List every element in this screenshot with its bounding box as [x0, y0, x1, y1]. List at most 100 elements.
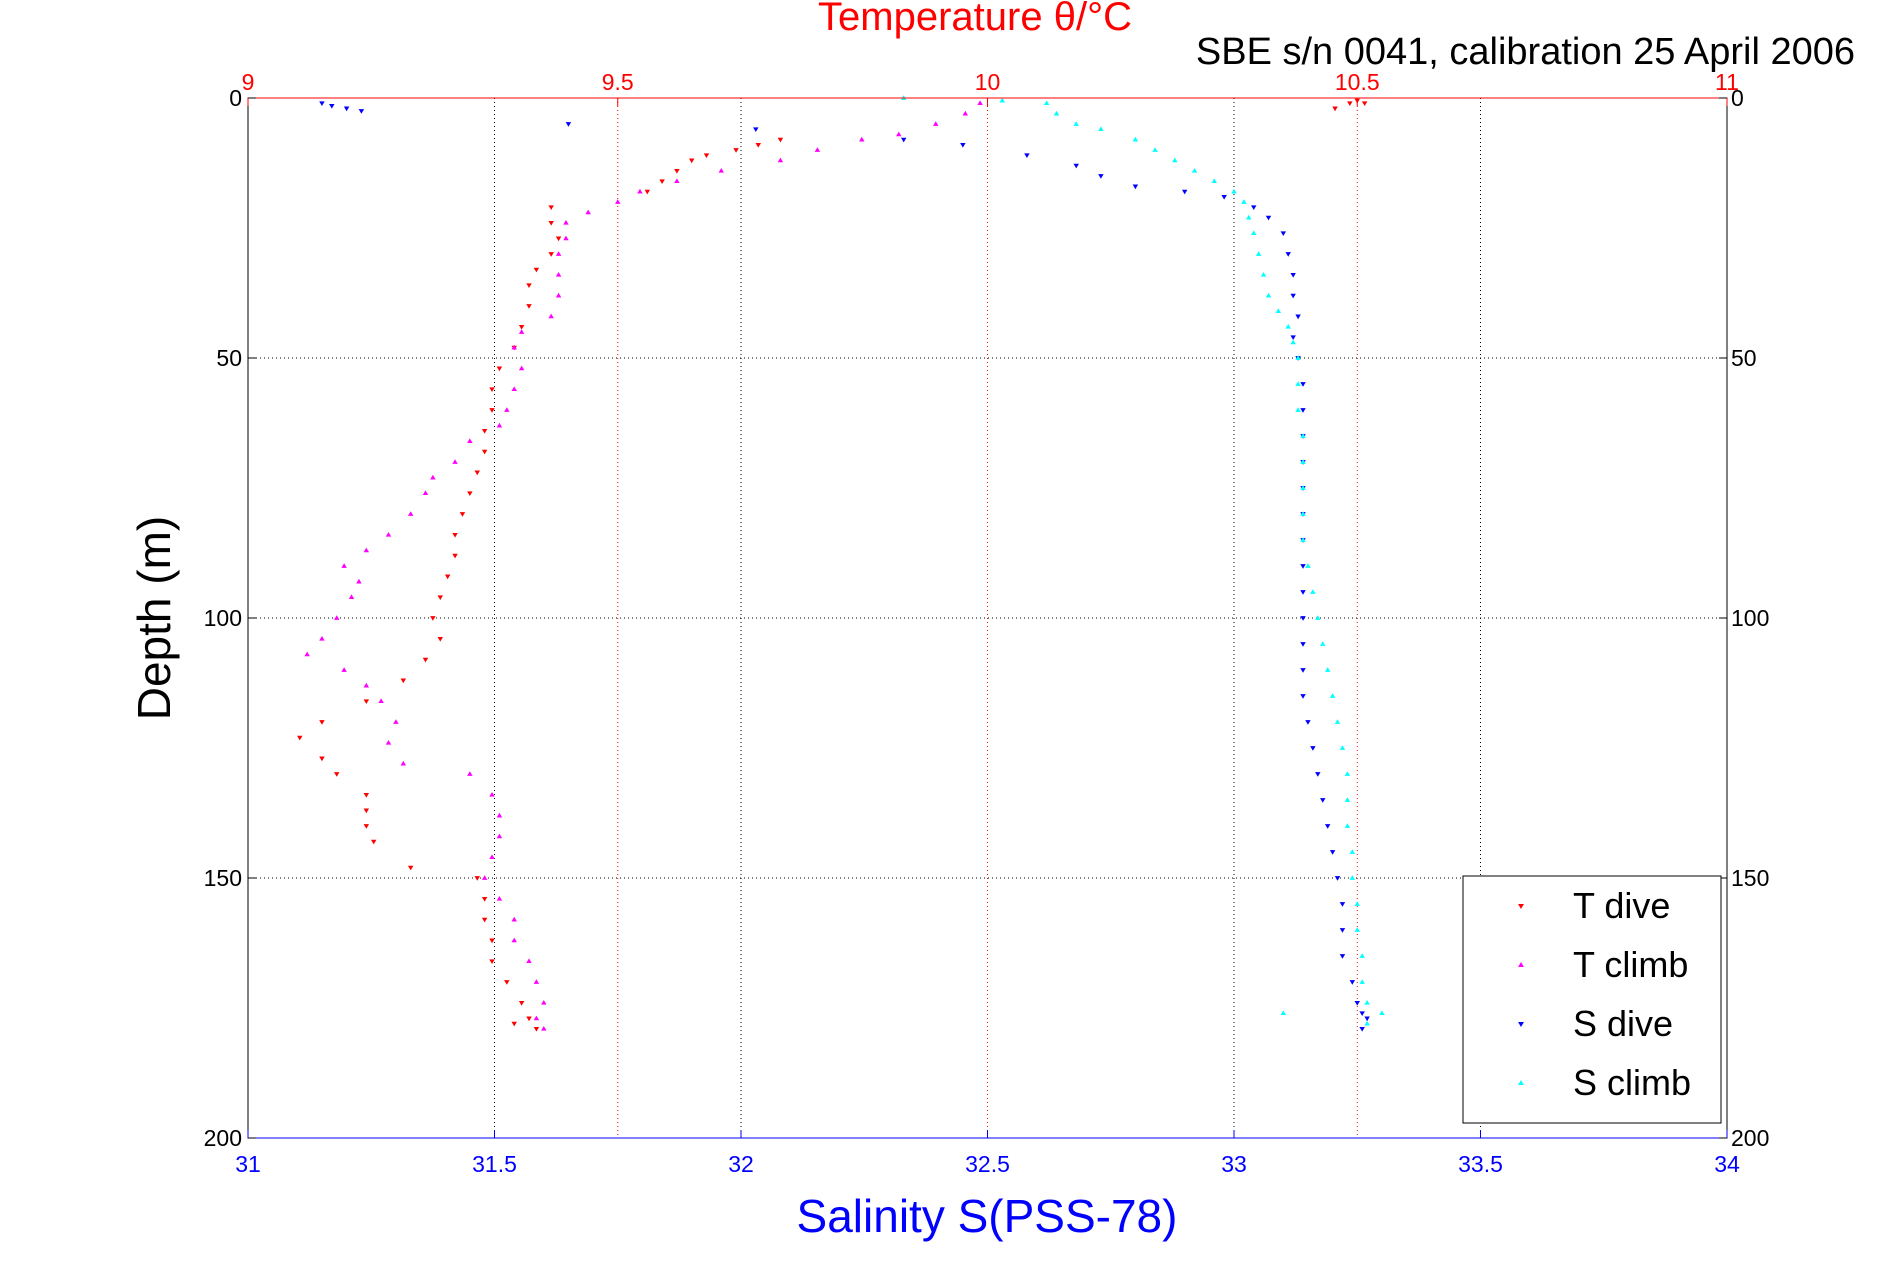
data-point-s-dive [1221, 194, 1227, 200]
data-point-s-climb [1334, 719, 1341, 724]
data-point-s-dive [1250, 205, 1257, 210]
y-axis-label: Depth (m) [128, 516, 180, 720]
data-point-t-climb [518, 329, 525, 334]
y-tick-label: 150 [204, 865, 242, 891]
data-point-t-dive [526, 283, 532, 288]
y-tick-label-right: 200 [1731, 1125, 1769, 1151]
data-point-t-dive [703, 153, 710, 158]
data-layer [297, 95, 1385, 1032]
x-bottom-tick-label: 34 [1714, 1151, 1740, 1177]
data-point-t-dive [533, 267, 540, 273]
data-point-t-dive [526, 304, 532, 309]
data-point-s-dive [1359, 1026, 1365, 1032]
data-point-t-dive [526, 1016, 532, 1022]
data-point-s-dive [1339, 902, 1346, 907]
data-point-t-dive [407, 865, 414, 871]
data-point-s-climb [1211, 178, 1218, 184]
data-point-t-climb [518, 365, 525, 371]
data-point-t-climb [496, 422, 503, 428]
data-point-s-dive [329, 103, 335, 109]
data-point-s-dive [1349, 980, 1356, 985]
data-point-s-dive [565, 122, 572, 127]
y-tick-label: 0 [229, 85, 242, 111]
data-point-t-climb [718, 168, 725, 173]
legend-box [1462, 875, 1722, 1124]
data-point-s-dive [1295, 314, 1301, 320]
data-point-t-dive [363, 808, 370, 814]
x-top-tick-label: 9 [242, 69, 255, 95]
data-point-s-climb [1310, 589, 1316, 594]
data-point-s-climb [1246, 214, 1252, 220]
data-point-t-dive [777, 137, 784, 143]
data-point-s-dive [1334, 876, 1341, 881]
data-point-s-dive [753, 127, 759, 132]
data-point-t-climb [933, 121, 939, 126]
data-point-t-climb [541, 1026, 547, 1031]
data-point-s-dive [1300, 642, 1306, 647]
data-point-t-climb [385, 532, 392, 537]
data-point-t-climb [356, 578, 362, 584]
data-point-s-climb [1300, 537, 1306, 542]
x-bottom-tick-label: 32.5 [965, 1151, 1010, 1177]
chart-title: Temperature θ/°C [818, 0, 1132, 39]
data-point-s-climb [1265, 292, 1272, 298]
x-top-tick-label: 10.5 [1335, 69, 1380, 95]
data-point-t-climb [319, 636, 325, 641]
data-point-s-climb [1300, 459, 1306, 464]
data-point-t-dive [1332, 106, 1338, 112]
data-point-t-climb [422, 490, 429, 496]
data-point-s-dive [1324, 824, 1331, 829]
data-point-s-climb [1073, 121, 1079, 126]
data-point-t-dive [489, 387, 495, 392]
x-bottom-tick-label: 33 [1221, 1151, 1247, 1177]
data-point-s-dive [1265, 215, 1272, 221]
data-point-t-dive [363, 699, 370, 704]
data-point-s-climb [1364, 1020, 1370, 1026]
data-point-t-climb [563, 220, 569, 225]
data-point-s-climb [1300, 511, 1306, 516]
x-top-tick-label: 9.5 [602, 69, 634, 95]
data-point-s-dive [1339, 928, 1346, 933]
legend-label: T dive [1573, 885, 1670, 926]
data-point-s-dive [343, 106, 350, 112]
x-top-tick-label: 11 [1715, 69, 1739, 95]
data-point-s-dive [900, 137, 907, 143]
data-point-s-climb [1053, 110, 1060, 116]
data-point-s-dive [1305, 720, 1311, 725]
data-point-t-dive [733, 148, 739, 153]
data-point-t-dive [674, 168, 680, 174]
data-point-t-climb [814, 147, 821, 152]
data-point-s-dive [1132, 184, 1139, 190]
data-point-t-dive [504, 980, 510, 985]
data-point-t-climb [526, 958, 532, 964]
x-bottom-tick-label: 33.5 [1458, 1151, 1503, 1177]
data-point-s-climb [1285, 324, 1291, 329]
data-point-t-climb [504, 407, 510, 412]
data-point-t-climb [777, 157, 784, 163]
data-point-s-climb [1295, 381, 1301, 386]
legend-label: S climb [1573, 1062, 1691, 1103]
data-point-s-dive [1320, 798, 1326, 803]
data-point-s-dive [1098, 174, 1104, 179]
data-point-s-dive [358, 109, 365, 114]
data-point-t-dive [481, 428, 488, 434]
data-point-t-climb [467, 438, 473, 444]
data-point-t-climb [341, 563, 347, 568]
data-point-t-dive [1361, 101, 1368, 106]
data-point-t-climb [977, 100, 983, 106]
data-point-s-climb [1098, 126, 1104, 132]
data-point-s-climb [1300, 485, 1306, 490]
data-point-s-climb [1132, 136, 1139, 142]
data-point-t-climb [563, 235, 569, 241]
data-point-t-dive [659, 179, 665, 184]
data-point-t-climb [363, 682, 370, 688]
legend-marker [1518, 904, 1524, 909]
data-point-s-dive [1315, 772, 1321, 777]
data-point-t-dive [452, 553, 458, 559]
data-point-s-climb [1364, 1000, 1370, 1005]
y-tick-label-right: 50 [1731, 345, 1757, 371]
data-point-s-climb [1250, 230, 1257, 236]
data-point-s-climb [1290, 339, 1296, 345]
data-point-t-climb [430, 474, 436, 480]
